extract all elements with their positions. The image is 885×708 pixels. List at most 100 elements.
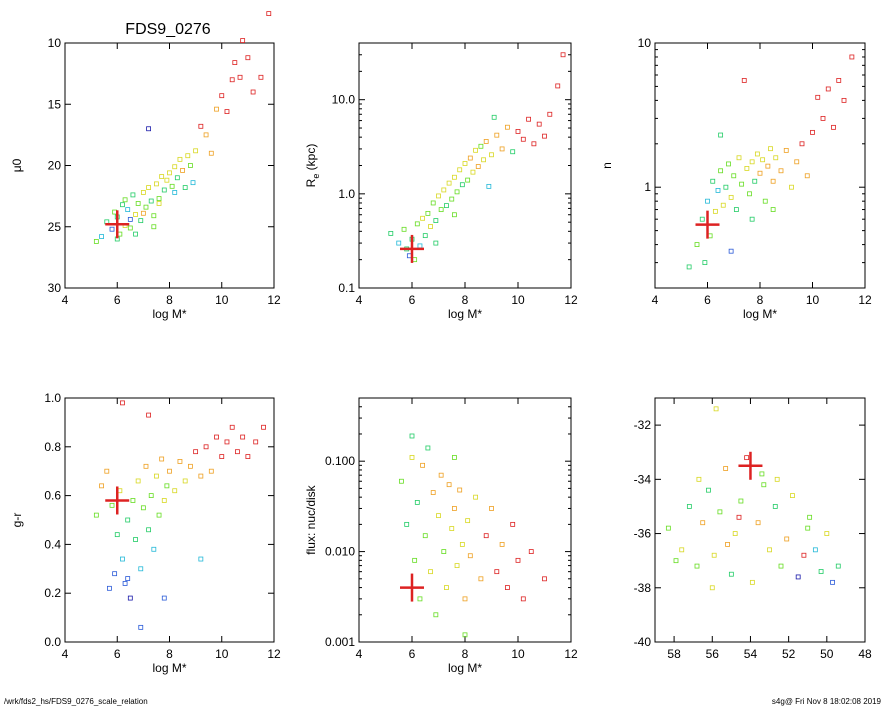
data-point [193,148,199,154]
data-point [812,547,818,553]
data-point [428,224,433,229]
data-point [831,124,836,130]
data-point [156,196,162,201]
data-point [237,74,243,80]
y-axis-label: g-r [10,513,24,528]
data-point [723,184,729,190]
data-point [710,178,716,184]
x-tick-label: 6 [114,293,121,307]
data-point [665,525,671,531]
data-point [720,202,726,208]
data-point [694,563,700,569]
data-point [778,168,784,174]
y-tick-label: -40 [634,635,652,649]
data-point [849,54,855,60]
data-point [122,581,128,586]
data-point [835,563,841,569]
data-point [214,106,219,112]
data-point [430,490,436,495]
data-point [807,514,813,520]
data-point [224,439,230,445]
data-point [433,218,439,223]
data-point [422,533,428,539]
data-point [169,183,175,189]
data-point [172,190,178,195]
data-point [151,213,157,219]
y-tick-label: 20 [48,159,62,173]
x-tick-label: 10 [215,647,229,661]
data-point [140,505,146,511]
data-point [759,471,765,477]
data-point [245,55,251,61]
data-point [542,576,547,582]
data-point [789,184,794,190]
data-point [520,596,526,602]
x-tick-label: 56 [706,647,720,661]
chart-panel-4: 4 6 8 10 12 0.0 0.2 0.4 0.6 0.8 1.0 log M* g-r [10,391,281,675]
y-axis-label: Re (kpc) [304,144,321,188]
data-point [836,78,842,83]
data-point [420,462,426,468]
data-point [154,181,159,187]
x-tick-label: 52 [782,647,796,661]
data-point [754,151,760,157]
x-tick-label: 12 [564,293,578,307]
data-point [749,579,755,585]
data-point [520,136,526,142]
data-point [725,542,730,547]
data-point [718,132,724,138]
data-point [146,126,152,132]
y-tick-label: 0.2 [44,586,61,600]
data-point [164,483,170,489]
data-point [125,576,131,581]
data-point [203,132,209,138]
data-point [772,504,778,509]
data-point [258,74,264,80]
data-point [510,521,516,527]
x-axis-label: log M* [448,661,482,675]
x-axis-label: log M* [448,307,482,321]
data-point [451,174,457,180]
x-tick-label: 54 [744,647,758,661]
chart-panel-6: 58 56 54 52 50 48 -40 -38 -36 -34 -32 [634,397,872,661]
x-tick-label: 6 [704,293,711,307]
x-tick-label: 6 [409,293,416,307]
data-point [454,189,460,195]
data-point [673,558,679,564]
data-point [462,596,468,602]
data-point [494,132,500,138]
chart-panel-2: 4 6 8 10 12 0.1 1.0 10.0 log M* Re (kpc) [304,42,578,321]
data-point [747,191,752,197]
y-tick-label: 1 [644,180,651,194]
y-axis-label-main: n [600,162,614,169]
data-point [768,146,773,152]
y-tick-label: 0.6 [44,489,61,503]
data-point [235,449,240,455]
x-tick-label: 8 [166,647,173,661]
data-point [467,553,473,559]
data-point [699,216,705,222]
data-point [417,243,423,249]
data-point [174,175,180,181]
data-point [744,166,750,171]
data-point [741,78,747,83]
data-point [794,159,800,165]
data-point [542,133,547,139]
data-point [232,60,238,65]
x-tick-label: 12 [858,293,872,307]
data-point [401,226,407,232]
data-point [804,173,810,179]
data-point [127,225,133,231]
data-point [198,473,204,479]
data-point [161,595,167,601]
data-point [127,595,133,601]
data-point [133,231,138,237]
y-tick-label: 1.0 [338,187,355,201]
data-point [438,472,444,478]
data-point [491,114,497,120]
data-point [422,233,428,239]
data-point [219,93,225,99]
data-point [208,150,214,156]
x-tick-label: 10 [806,293,820,307]
data-point [778,563,784,569]
